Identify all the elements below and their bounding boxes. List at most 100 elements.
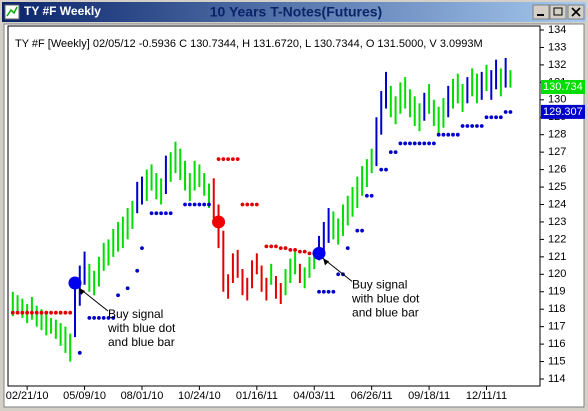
stop-dot	[187, 202, 192, 207]
stop-dot	[498, 115, 503, 120]
close-glyph	[571, 7, 581, 17]
stop-dot	[455, 132, 460, 137]
stop-dot	[460, 124, 465, 128]
stop-dot	[417, 141, 422, 146]
y-tick-label: 121	[548, 251, 566, 263]
quote-header: TY #F [Weekly] 02/05/12 -0.5936 C 130.73…	[15, 38, 483, 50]
x-tick-label: 12/11/11	[466, 390, 507, 402]
stop-dot	[336, 272, 341, 277]
x-tick-label: 10/24/10	[178, 390, 221, 402]
stop-dot	[125, 286, 130, 291]
stop-dot	[34, 310, 39, 315]
stop-dot	[168, 211, 173, 216]
stop-dot	[58, 310, 63, 315]
stop-dot	[364, 193, 369, 198]
y-tick-label: 123	[548, 216, 566, 228]
stop-dot	[15, 310, 20, 315]
annotation-text: Buy signal	[108, 307, 163, 321]
stop-dot	[149, 211, 154, 216]
plot: 114 115 116 117 118 119 120 121 122 123 124 125 126 1…	[6, 24, 585, 402]
stop-dot	[345, 246, 350, 251]
x-tick-label: 02/21/10	[6, 390, 49, 402]
stop-dot	[197, 202, 202, 207]
stop-dot	[25, 310, 30, 315]
stop-dot	[393, 150, 398, 155]
y-tick-label: 124	[548, 198, 566, 210]
stop-dot	[470, 124, 475, 128]
stop-dot	[202, 202, 207, 207]
window-title: TY #F Weekly	[24, 4, 101, 18]
plot-area	[7, 25, 541, 387]
y-tick-label: 118	[548, 303, 566, 315]
stop-dot	[379, 167, 384, 172]
y-tick-label: 120	[548, 268, 566, 280]
stop-dot	[408, 141, 412, 146]
stop-dot	[436, 132, 441, 137]
stop-dot	[154, 211, 159, 216]
stop-dot	[355, 228, 360, 233]
annotation-text: and blue bar	[352, 306, 419, 320]
signal-marker	[68, 276, 82, 290]
stop-dot	[97, 316, 101, 320]
stop-dot	[503, 110, 508, 114]
stop-dot	[369, 193, 374, 198]
stop-dot	[49, 310, 53, 315]
stop-dot	[101, 316, 106, 320]
y-tick-label: 117	[548, 321, 566, 333]
stop-dot	[326, 289, 331, 294]
stop-dot	[283, 246, 288, 251]
stop-dot	[302, 249, 307, 254]
y-tick-label: 130	[548, 94, 566, 106]
stop-dot	[264, 244, 269, 249]
stop-dot	[250, 202, 254, 207]
x-tick-label: 04/03/11	[293, 390, 335, 402]
stop-dot	[475, 124, 479, 128]
y-tick-label: 128	[548, 129, 566, 141]
stop-dot	[278, 246, 283, 251]
stop-dot	[235, 157, 240, 162]
stop-dot	[269, 244, 274, 249]
maximize-button[interactable]	[549, 4, 567, 20]
x-tick-label: 05/09/10	[63, 390, 106, 402]
stop-dot	[111, 316, 116, 320]
stop-dot	[44, 310, 49, 315]
y-tick-label: 114	[548, 373, 566, 385]
stop-dot	[331, 289, 336, 294]
price-label: 130.734	[543, 81, 583, 93]
maximize-glyph	[553, 7, 563, 16]
stop-dot	[412, 141, 417, 146]
price-label-box	[541, 104, 585, 119]
signal-marker	[312, 246, 326, 260]
y-tick-label: 134	[548, 24, 566, 36]
annotation-text: with blue dot	[351, 292, 420, 306]
stop-dot	[441, 132, 446, 137]
stop-dot	[451, 132, 455, 137]
price-label-box	[541, 79, 585, 94]
stop-dot	[388, 150, 393, 155]
annotation-text: with blue dot	[107, 321, 176, 335]
stop-dot	[87, 316, 92, 320]
stop-dot	[68, 310, 73, 315]
title-bar	[2, 2, 586, 22]
stop-dot	[360, 228, 364, 233]
stop-dot	[317, 289, 321, 294]
stop-dot	[240, 202, 245, 207]
x-tick-label: 09/18/11	[408, 390, 450, 402]
y-tick-label: 132	[548, 59, 566, 71]
minimize-button[interactable]	[532, 4, 550, 20]
stop-dot	[10, 310, 15, 315]
stop-dot	[164, 211, 168, 216]
y-tick-label: 126	[548, 164, 566, 176]
stop-dot	[293, 247, 298, 252]
stop-dot	[307, 251, 312, 256]
stop-dot	[508, 110, 513, 114]
stop-dot	[192, 202, 197, 207]
chart-title: 10 Years T-Notes(Futures)	[210, 4, 382, 20]
stop-dot	[431, 141, 436, 146]
stop-dot	[159, 211, 164, 216]
stop-dot	[140, 246, 144, 251]
y-tick-label: 125	[548, 181, 566, 193]
stop-dot	[494, 115, 498, 120]
stop-dot	[274, 244, 278, 249]
